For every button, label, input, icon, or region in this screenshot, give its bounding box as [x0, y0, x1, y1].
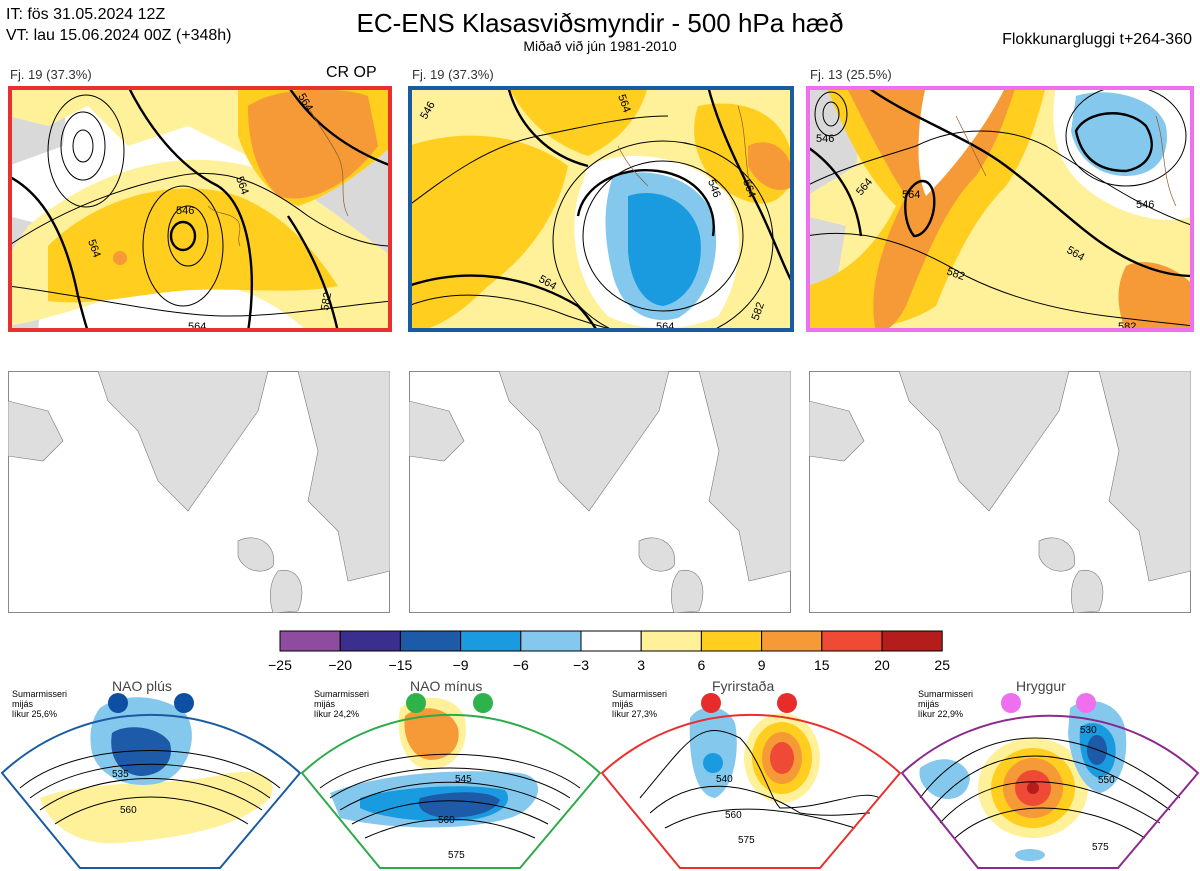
regime-dot — [174, 693, 194, 713]
cluster-2-map: 546 564 546 564 564 564 582 — [408, 86, 794, 332]
regime-contour-label: 575 — [1092, 842, 1109, 853]
colorbar-cell — [580, 630, 642, 652]
colorbar-cell — [881, 630, 943, 652]
cluster-1-contour-label: 564 — [85, 238, 103, 259]
colorbar-tick-label: 20 — [874, 657, 890, 673]
colorbar-tick-label: 6 — [698, 657, 706, 673]
cluster-1-contour-label: 582 — [319, 291, 334, 311]
regime-dot — [777, 693, 797, 713]
regime-3-note: Sumarmisseri mijás líkur 27,3% — [612, 689, 668, 719]
colorbar-tick-label: −9 — [453, 657, 469, 673]
cluster-3-frame — [806, 86, 1194, 332]
regime-nao-plus: 535 560 — [0, 693, 302, 869]
cluster-3-contour-label: 582 — [945, 266, 966, 284]
regime-1-note: Sumarmisseri mijás líkur 25,6% — [12, 689, 68, 719]
regime-contour-label: 560 — [725, 810, 742, 821]
cluster-2-contour-label: 564 — [615, 93, 633, 114]
regime-dot — [701, 693, 721, 713]
regime-blocking: 540 560 575 — [600, 693, 902, 869]
regime-nao-minus: 545 560 575 — [300, 693, 602, 869]
colorbar-tick-label: −15 — [389, 657, 413, 673]
cluster-1-contour-label: 546 — [176, 205, 194, 217]
page-title: EC-ENS Klasasviðsmyndir - 500 hPa hæð — [356, 8, 844, 38]
regime-contour-label: 575 — [448, 850, 465, 861]
regime-frame — [0, 713, 302, 869]
header-times: IT: fös 31.05.2024 12Z VT: lau 15.06.202… — [6, 4, 232, 46]
regime-frame — [900, 714, 1200, 869]
colorbar-cell — [700, 630, 763, 652]
colorbar-tick-label: 3 — [637, 657, 645, 673]
cluster-3-contour-label: 564 — [902, 189, 920, 201]
valid-time: VT: lau 15.06.2024 00Z (+348h) — [6, 27, 232, 44]
colorbar-tick-label: 9 — [758, 657, 766, 673]
cluster-3-contour-label: 582 — [1118, 321, 1136, 332]
colorbar-cell — [399, 630, 462, 652]
colorbar-tick-label: 25 — [934, 657, 950, 673]
regime-ridge: 530 550 575 — [900, 693, 1200, 869]
colorbar-cell — [821, 630, 883, 652]
cluster-1-contour-label: 564 — [233, 175, 251, 196]
regime-contour-label: 540 — [716, 774, 733, 785]
regime-contour-label: 545 — [455, 774, 472, 785]
base-map-3 — [809, 371, 1191, 613]
page-subtitle: Miðað við jún 1981-2010 — [523, 38, 677, 54]
regime-contour-label: 575 — [738, 835, 755, 846]
colorbar-cell — [339, 630, 401, 652]
regime-1-title: NAO plús — [112, 678, 172, 694]
regime-frame — [300, 713, 602, 869]
regime-dot — [1001, 693, 1021, 713]
base-map-2 — [409, 371, 791, 613]
colorbar-cell — [761, 630, 823, 652]
regime-dot — [108, 693, 128, 713]
colorbar: −25 −20 −15 −9 −6 −3 3 6 9 15 20 25 — [268, 630, 950, 673]
cluster-3-contour-label: 546 — [816, 133, 834, 145]
cluster-2-label: Fj. 19 (37.3%) — [412, 67, 494, 82]
cluster-2-contour-label: 546 — [705, 178, 723, 199]
regime-panels: 535 560 545 560 575 — [0, 693, 1200, 869]
colorbar-cell — [640, 630, 702, 652]
regime-frame — [600, 713, 902, 869]
regime-contour-label: 560 — [120, 805, 137, 816]
cluster-2-contour-label: 582 — [750, 301, 768, 322]
colorbar-cell — [279, 630, 341, 652]
regime-2-title: NAO mínus — [410, 678, 483, 694]
colorbar-tick-label: −20 — [328, 657, 352, 673]
regime-4-title: Hryggur — [1016, 678, 1066, 694]
colorbar-tick-label: −3 — [573, 657, 589, 673]
cluster-2-frame — [408, 86, 794, 332]
cluster-2-contour-label: 564 — [740, 178, 758, 199]
regime-contour-label: 535 — [112, 769, 129, 780]
regime-dot — [406, 693, 426, 713]
regime-2-note: Sumarmisseri mijás líkur 24,2% — [314, 689, 370, 719]
cluster-1-tag: CR OP — [326, 64, 377, 81]
regime-4-note: Sumarmisseri mijás líkur 22,9% — [918, 689, 974, 719]
colorbar-tick-label: 15 — [814, 657, 830, 673]
colorbar-cell — [460, 630, 522, 652]
base-map-1 — [8, 371, 390, 613]
colorbar-cell — [520, 630, 582, 652]
regime-contour-label: 550 — [1098, 775, 1115, 786]
regime-dot — [1076, 693, 1096, 713]
regime-contour-label: 530 — [1080, 725, 1097, 736]
regime-contour-label: 560 — [438, 815, 455, 826]
colorbar-tick-label: −6 — [513, 657, 529, 673]
cluster-1-map: 564 546 564 564 564 582 — [8, 86, 392, 332]
colorbar-tick-label: −25 — [268, 657, 292, 673]
cluster-3-label: Fj. 13 (25.5%) — [810, 67, 892, 82]
cluster-1-label: Fj. 19 (37.3%) — [10, 67, 92, 82]
regime-dot — [473, 693, 493, 713]
cluster-1-frame — [8, 86, 392, 332]
cluster-2-contour-label: 564 — [656, 321, 674, 332]
regime-3-title: Fyrirstaða — [712, 678, 775, 694]
cluster-1-contour-label: 564 — [188, 321, 206, 332]
cluster-3-contour-label: 546 — [1136, 199, 1154, 211]
classification-window: Flokkunargluggi t+264-360 — [1002, 31, 1192, 48]
cluster-3-map: 546 564 564 582 564 546 582 — [806, 86, 1194, 332]
init-time: IT: fös 31.05.2024 12Z — [6, 6, 166, 23]
